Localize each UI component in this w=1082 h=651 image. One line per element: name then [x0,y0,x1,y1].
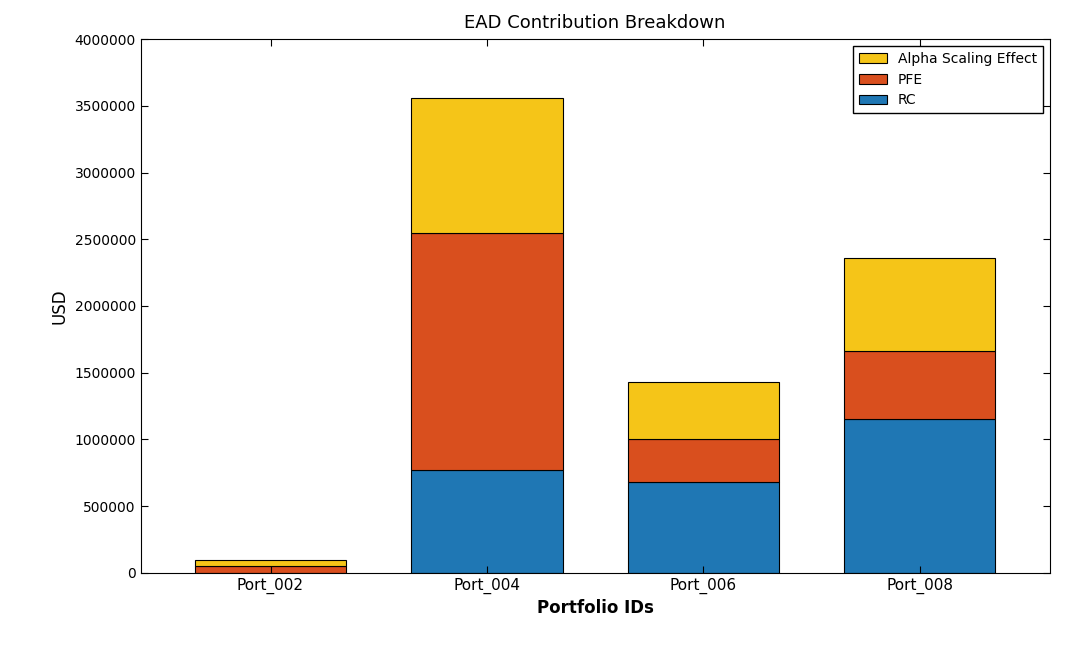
Bar [628,382,779,439]
Bar [844,258,995,352]
X-axis label: Portfolio IDs: Portfolio IDs [537,600,654,618]
Title: EAD Contribution Breakdown: EAD Contribution Breakdown [464,14,726,32]
Bar [411,470,563,573]
Bar [628,482,779,573]
Bar [411,98,563,232]
Bar [844,352,995,419]
Bar [628,439,779,482]
Bar [411,232,563,470]
Bar [195,566,346,573]
Bar [844,419,995,573]
Bar [195,561,346,566]
Legend: Alpha Scaling Effect, PFE, RC: Alpha Scaling Effect, PFE, RC [854,46,1043,113]
Y-axis label: USD: USD [51,288,69,324]
